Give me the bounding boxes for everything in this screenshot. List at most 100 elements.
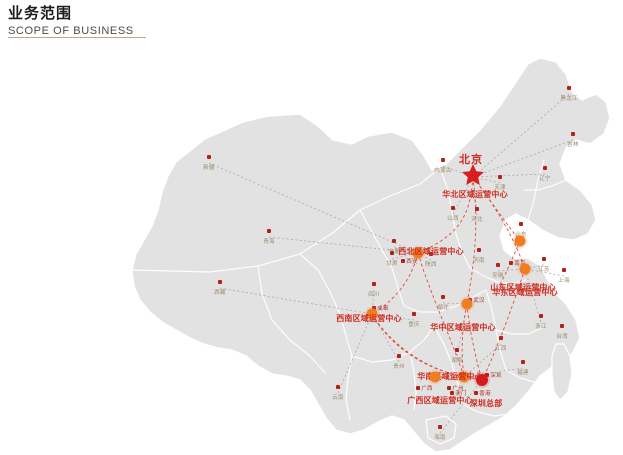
province-dot [521, 360, 525, 364]
province-label: 台湾 [556, 334, 568, 340]
province-dot [429, 252, 433, 256]
province-dot [441, 295, 445, 299]
hub-label-huabei[interactable]: 华北区域运营中心 [442, 190, 508, 199]
province-dot [267, 229, 271, 233]
province-dot [543, 166, 547, 170]
province-label: 江西 [495, 346, 507, 352]
province-dot [372, 282, 376, 286]
hub-label-xibei[interactable]: 西北区域运营中心 [398, 247, 464, 256]
province-dot [496, 263, 500, 267]
hub-label-huadong[interactable]: 华东区域运营中心 [492, 288, 558, 297]
hainan-island [425, 415, 457, 445]
province-borders [131, 159, 567, 421]
city-label: 香港 [479, 391, 491, 397]
hub-label-huazhong[interactable]: 华中区域运营中心 [430, 323, 496, 332]
province-label: 天津 [494, 185, 506, 191]
province-dot [498, 175, 502, 179]
china-map: 新疆青海西藏内蒙古黑龙江吉林辽宁天津河北山西宁夏甘肃陕西河南山东安徽江苏上海浙江… [0, 44, 623, 455]
province-label: 山东 [515, 230, 527, 238]
province-label: 新疆 [203, 165, 215, 171]
province-dot [218, 280, 222, 284]
province-dot [336, 385, 340, 389]
province-dot [560, 324, 564, 328]
city-label: 广西 [421, 386, 433, 392]
hub-dot-shandong[interactable] [514, 235, 526, 247]
province-dot [390, 251, 394, 255]
province-dot [542, 257, 546, 261]
city-dot [509, 261, 513, 265]
province-dot [412, 312, 416, 316]
province-label: 江苏 [538, 267, 550, 273]
province-dot [562, 268, 566, 272]
city-dot [447, 386, 451, 390]
hub-label-huanan[interactable]: 华南区域运营中心 [417, 372, 483, 381]
province-label: 湖北 [437, 305, 449, 311]
city-label: 成都 [377, 306, 389, 312]
province-dot [207, 155, 211, 159]
province-label: 云南 [332, 395, 344, 401]
province-dot [451, 206, 455, 210]
province-label: 吉林 [567, 142, 579, 148]
province-dot [455, 348, 459, 352]
province-dot [477, 248, 481, 252]
city-label: 南京 [514, 261, 526, 267]
province-dot [571, 132, 575, 136]
city-dot [474, 391, 478, 395]
city-dot [416, 386, 420, 390]
header-divider [8, 37, 146, 38]
province-label: 海南 [434, 435, 446, 441]
city-label: 澳门 [455, 391, 467, 397]
hub-dot-xinan[interactable] [366, 308, 378, 320]
china-map-svg [131, 57, 611, 453]
province-dot [499, 336, 503, 340]
province-dot [438, 425, 442, 429]
city-label: 广州 [452, 386, 464, 392]
page-header: 业务范围 SCOPE OF BUSINESS [8, 5, 308, 38]
province-label: 西藏 [214, 290, 226, 296]
hub-dot-huazhong[interactable] [461, 298, 473, 310]
province-label: 黑龙江 [560, 96, 578, 102]
city-label: 武汉 [473, 298, 485, 304]
province-dot [475, 207, 479, 211]
province-label: 辽宁 [539, 176, 551, 182]
city-dot [372, 306, 376, 310]
connector-lines-red [371, 176, 526, 381]
hub-label-shandong[interactable]: 山东区域运营中心 [490, 283, 556, 292]
page-title-en: SCOPE OF BUSINESS [8, 25, 134, 37]
hq-dot-shenzhen[interactable] [476, 374, 488, 386]
hub-label-guangxi[interactable]: 广西区域运营中心 [407, 396, 473, 405]
province-label: 陕西 [425, 262, 437, 268]
province-dot [392, 239, 396, 243]
beijing-label: 北京 [459, 154, 483, 166]
taiwan-island [551, 343, 573, 401]
hub-label-xinan[interactable]: 西南区域运营中心 [336, 314, 402, 323]
province-label: 浙江 [535, 324, 547, 330]
city-dot [401, 259, 405, 263]
province-label: 四川 [368, 292, 380, 298]
page-title-cn: 业务范围 [8, 5, 73, 22]
province-label: 重庆 [408, 322, 420, 328]
hq-label-shenzhen[interactable]: 深圳总部 [469, 399, 503, 408]
hub-dot-huadong[interactable] [519, 263, 531, 275]
city-dot [450, 391, 454, 395]
province-label: 青海 [263, 239, 275, 245]
province-dot [567, 86, 571, 90]
hub-dot-guangxi[interactable] [429, 371, 441, 383]
province-label: 河南 [473, 258, 485, 264]
province-label: 河北 [471, 217, 483, 223]
province-label: 山西 [447, 216, 459, 222]
map-landmass [131, 57, 611, 453]
province-label: 上海 [558, 278, 570, 284]
province-label: 湖南 [451, 358, 463, 364]
province-dot [539, 314, 543, 318]
province-dot [519, 222, 523, 226]
province-label: 贵州 [393, 364, 405, 370]
beijing-star-icon[interactable] [462, 164, 484, 190]
city-label: 西安 [406, 259, 418, 265]
hub-dot-huanan[interactable] [458, 371, 470, 383]
hub-dot-xibei[interactable] [412, 247, 424, 259]
city-label: 深圳 [490, 373, 502, 379]
province-dot [441, 158, 445, 162]
province-label: 甘肃 [386, 261, 398, 267]
